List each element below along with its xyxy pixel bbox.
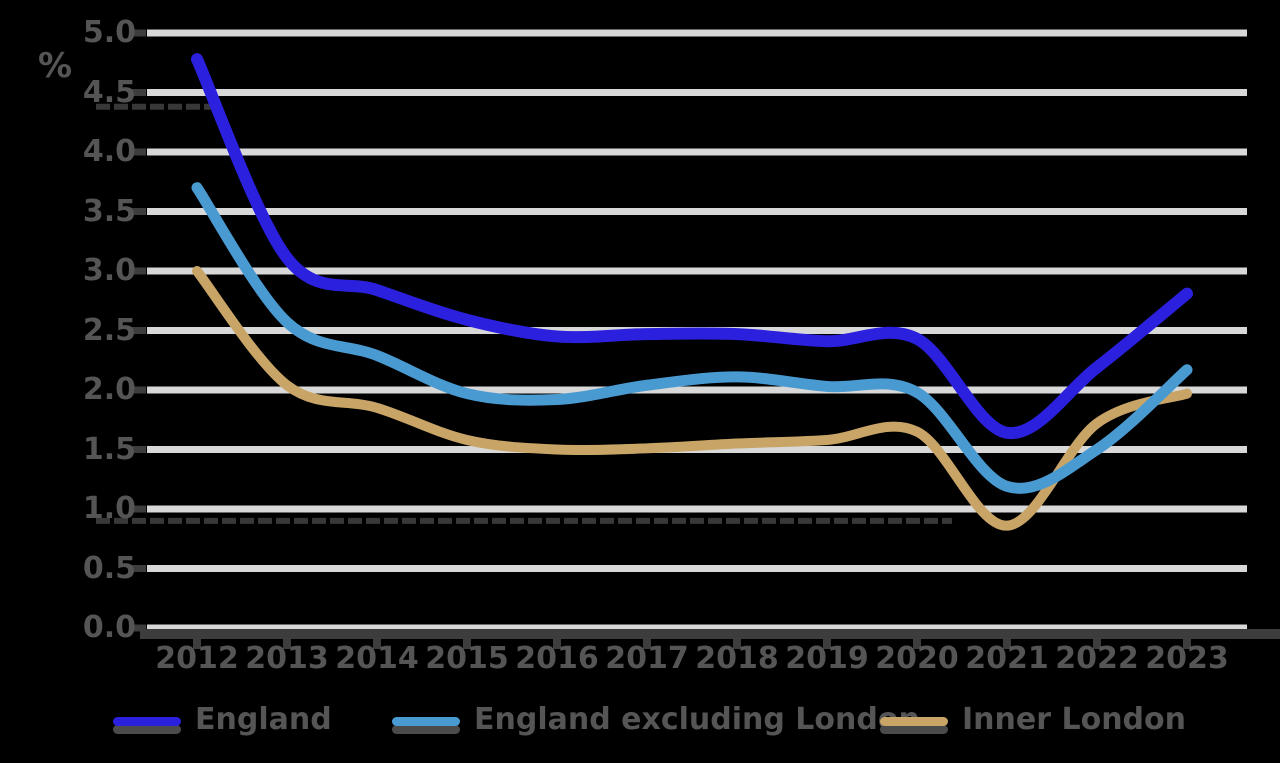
y-axis-tick-label: 4.0 [82,134,136,169]
x-axis-tick [1183,639,1191,649]
x-axis-tick [1003,639,1011,649]
x-axis-tick [913,639,921,649]
y-axis-tick [130,148,146,156]
x-axis-tick-label: 2012 [155,641,239,676]
legend-swatch-icon [880,716,948,726]
x-axis-tick-label: 2020 [875,641,959,676]
y-axis-tick-label: 3.0 [82,253,136,288]
x-axis-tick-label: 2015 [425,641,509,676]
x-axis-tick-label: 2022 [1055,641,1139,676]
gridline [147,624,1247,632]
gridline [147,267,1247,275]
y-axis-tick-label: 3.5 [82,193,136,229]
y-axis-tick-label: 1.0 [82,491,136,526]
x-axis-tick-label: 2019 [785,641,869,676]
y-axis-tick [130,267,146,275]
y-axis-tick-label: 5.0 [82,15,136,50]
x-axis-tick [193,639,201,649]
y-axis-tick-label: 2.0 [82,372,136,407]
y-axis-tick [130,505,146,513]
y-axis-tick-label: 2.5 [82,312,136,348]
series-line-england-excluding-london [191,182,1193,494]
series-line-england [191,53,1193,439]
x-axis-tick [733,639,741,649]
x-axis-tick [373,639,381,649]
gridline [147,505,1247,513]
gridline [147,29,1247,37]
x-axis-tick [553,639,561,649]
y-axis-tick [130,208,146,215]
y-axis-tick [130,29,146,37]
y-axis-tick-label: 1.5 [82,431,136,467]
gridline [147,386,1247,394]
y-axis-tick [130,565,146,572]
x-axis-tick-label: 2023 [1145,641,1229,676]
y-axis-tick-label: 4.5 [82,74,136,110]
x-axis-tick [643,639,651,649]
y-axis-tick [130,89,146,96]
y-axis-tick [130,386,146,394]
x-axis-tick [283,639,291,649]
legend-swatch-icon [392,716,460,726]
x-axis-tick-label: 2014 [335,641,419,676]
x-axis-tick-label: 2017 [605,641,689,676]
x-axis-tick [1093,639,1101,649]
y-axis-tick-label: 0.0 [82,610,136,645]
legend-item: England [113,698,332,740]
y-axis-tick-label: 0.5 [82,550,136,586]
series-line-inner-london [192,266,1192,531]
x-axis-tick-label: 2018 [695,641,779,676]
x-axis-tick-label: 2013 [245,641,329,676]
legend-item: Inner London [880,698,1186,740]
x-axis-tick [463,639,471,649]
y-axis-tick [130,446,146,453]
legend-item: England excluding London [392,698,920,740]
x-axis-tick-label: 2021 [965,641,1049,676]
gridline [147,148,1247,156]
legend-label: England [195,701,332,737]
x-axis-line [140,629,1280,639]
legend-swatch-icon [113,716,181,726]
y-axis-tick [130,327,146,334]
y-axis-tick [130,624,146,632]
gridline [147,89,1247,96]
legend-label: England excluding London [474,701,920,737]
legend-label: Inner London [962,701,1186,737]
x-axis-tick [823,639,831,649]
gridline [147,208,1247,215]
y-axis-unit-label: % [38,46,73,86]
x-axis-tick-label: 2016 [515,641,599,676]
gridline [147,565,1247,572]
